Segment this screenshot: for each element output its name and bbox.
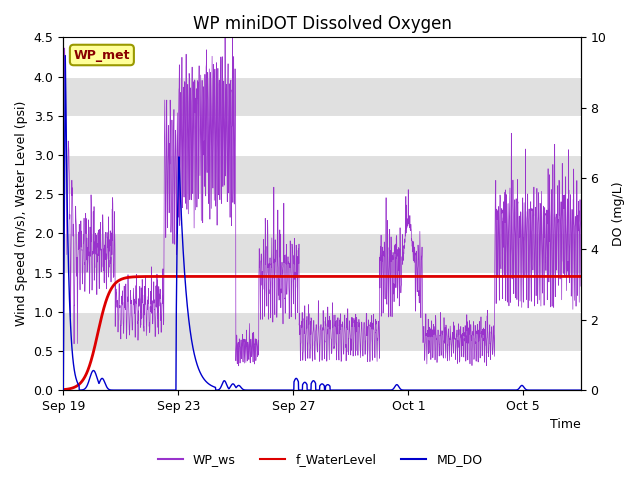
Bar xyxy=(63,116,581,155)
Bar xyxy=(63,273,581,312)
Y-axis label: DO (mg/L): DO (mg/L) xyxy=(612,181,625,246)
Bar xyxy=(63,194,581,233)
X-axis label: Time: Time xyxy=(550,419,581,432)
Bar xyxy=(63,76,581,116)
Text: WP_met: WP_met xyxy=(74,48,130,61)
Bar xyxy=(63,351,581,390)
Bar xyxy=(63,233,581,273)
Bar xyxy=(63,312,581,351)
Title: WP miniDOT Dissolved Oxygen: WP miniDOT Dissolved Oxygen xyxy=(193,15,451,33)
Bar xyxy=(63,37,581,76)
Legend: WP_ws, f_WaterLevel, MD_DO: WP_ws, f_WaterLevel, MD_DO xyxy=(152,448,488,471)
Y-axis label: Wind Speed (m/s), Water Level (psi): Wind Speed (m/s), Water Level (psi) xyxy=(15,101,28,326)
Bar xyxy=(63,155,581,194)
